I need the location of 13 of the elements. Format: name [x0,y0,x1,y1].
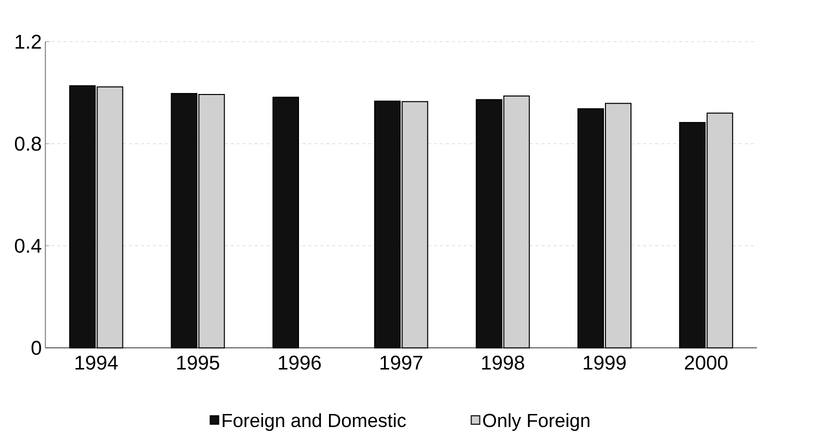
y-tick-label: 1.2 [16,34,41,49]
y-tick-label: 0.8 [14,136,41,151]
x-tick-label: 1994 [76,356,118,370]
y-tick-label: 0.4 [14,238,42,254]
x-tick-label: 1999 [584,356,626,370]
x-tick-label: 1997 [380,356,422,370]
x-tick-label: 1996 [278,356,321,370]
legend-label: Foreign and Domestic [222,413,406,432]
x-tick-label: 2000 [684,356,728,370]
x-tick-label: 1995 [177,356,220,370]
legend-label: Only Foreign [483,413,590,432]
x-tick-label: 1998 [482,356,524,370]
y-tick-label: 0 [32,341,42,356]
